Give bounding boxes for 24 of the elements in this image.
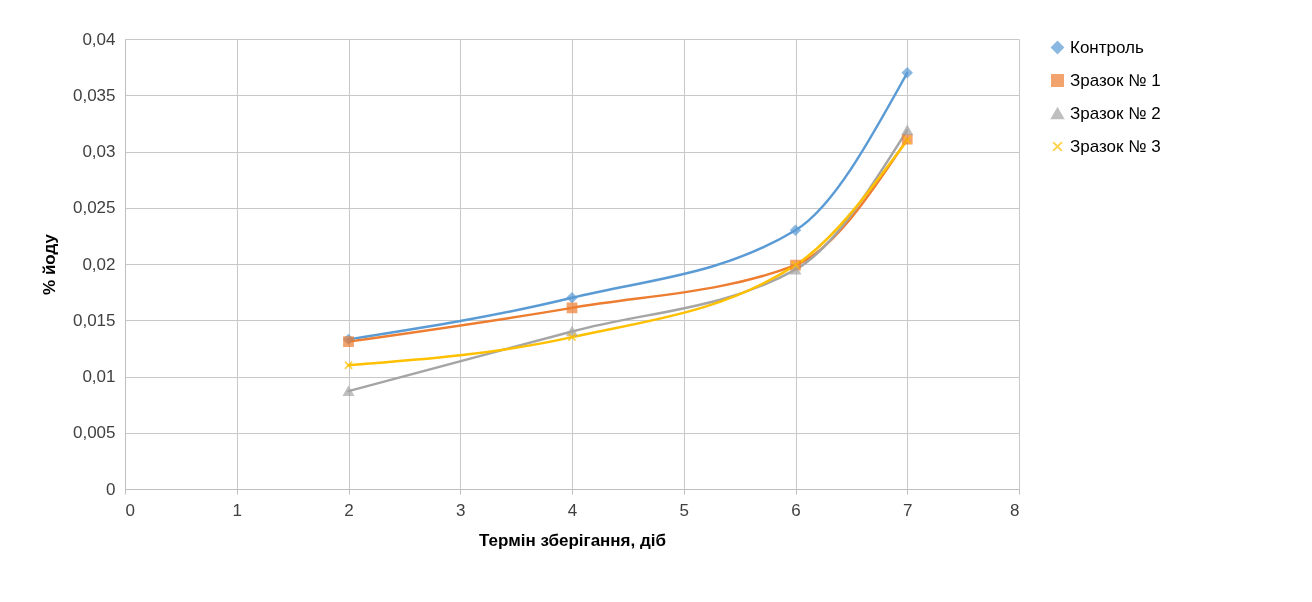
y-axis-title: % йоду [39,233,59,295]
legend-label: Зразок № 3 [1070,136,1161,156]
y-tick-label: 0,02 [82,254,116,274]
legend-label: Контроль [1070,37,1144,57]
x-tick-label: 4 [567,500,578,520]
y-tick-label: 0,01 [82,367,116,386]
y-tick-label: 0,04 [82,29,116,49]
y-tick-label: 0,035 [72,85,116,105]
legend-label: Зразок № 2 [1070,103,1161,123]
y-tick-label: 0,03 [82,142,116,161]
x-tick-label: 1 [232,500,242,520]
x-tick-label: 5 [679,500,689,520]
y-tick-label: 0,005 [72,423,116,443]
x-tick-label: 8 [1010,500,1020,520]
y-tick-label: 0,015 [72,310,116,330]
x-tick-label: 3 [456,500,466,520]
x-tick-label: 2 [344,500,354,520]
y-tick-label: 0,025 [72,198,116,218]
legend-label: Зразок № 1 [1070,70,1161,90]
x-axis-title: Термін зберігання, діб [479,530,666,550]
y-tick-label: 0 [106,479,116,499]
x-tick-label: 6 [791,500,801,520]
x-tick-label: 7 [903,500,913,520]
x-tick-label: 0 [125,500,135,520]
